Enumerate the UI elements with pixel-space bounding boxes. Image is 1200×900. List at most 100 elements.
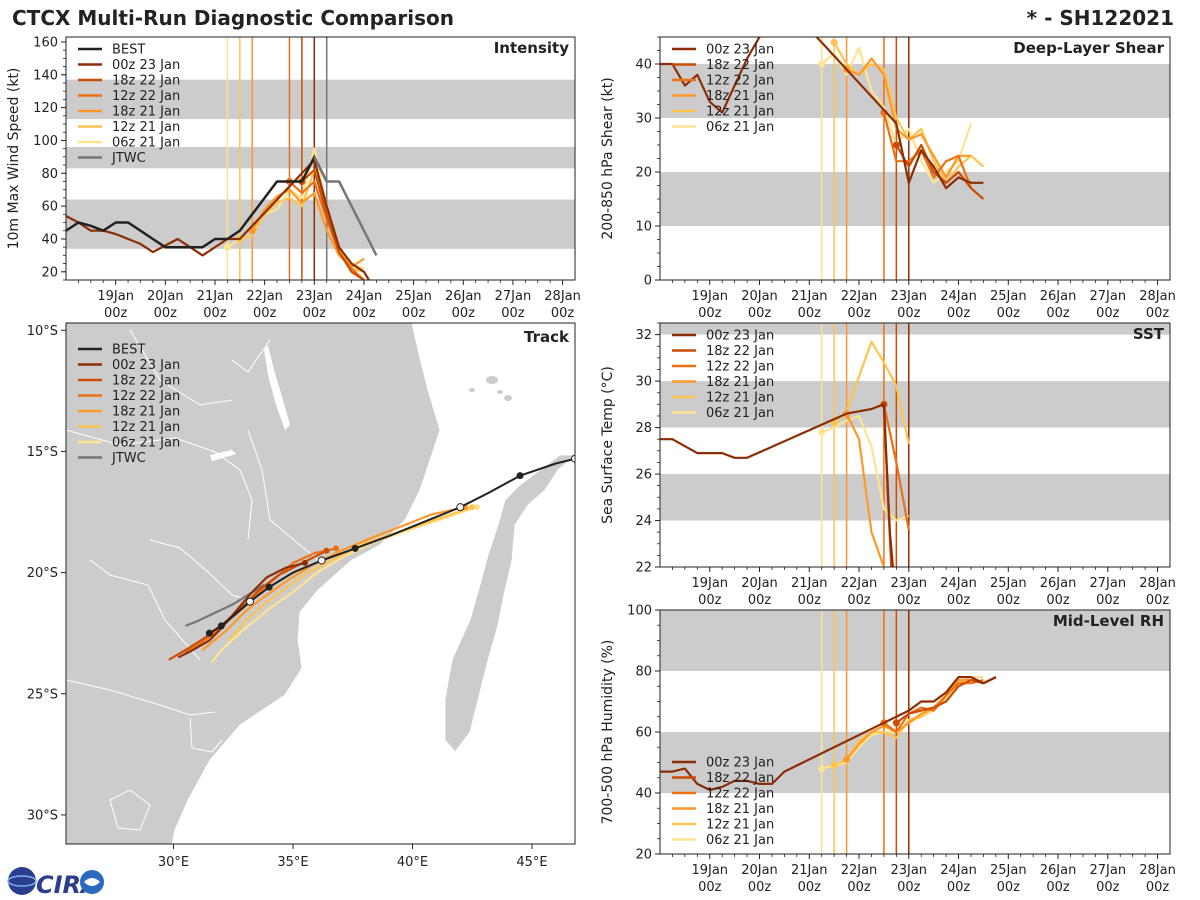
legend-label-06z-21-jan: 06z 21 Jan bbox=[112, 436, 180, 451]
plot-area bbox=[660, 610, 1170, 854]
y-tick-label: 10 bbox=[635, 220, 652, 235]
lat-tick-label: 20°S bbox=[27, 566, 58, 581]
y-axis-label: 10m Max Wind Speed (kt) bbox=[6, 68, 22, 250]
init-point-18z-21-jan bbox=[843, 755, 851, 763]
series-18z-21-jan bbox=[845, 413, 886, 567]
lon-tick-label: 45°E bbox=[516, 855, 547, 870]
lake-kariba bbox=[210, 450, 236, 461]
x-tick-label-date: 22Jan bbox=[841, 576, 878, 591]
track-marker-filled bbox=[351, 544, 359, 552]
panel-title: Intensity bbox=[494, 39, 570, 57]
x-tick-label-hour: 00z bbox=[1096, 306, 1120, 321]
y-tick-label: 60 bbox=[635, 726, 652, 741]
track-marker-open bbox=[571, 454, 575, 463]
init-point-18z-22-jan bbox=[892, 141, 900, 149]
island bbox=[497, 390, 503, 394]
series-18z-22-jan bbox=[301, 168, 365, 280]
x-tick-label-hour: 00z bbox=[997, 880, 1021, 895]
track-start-12z-21-jan bbox=[469, 504, 476, 511]
band bbox=[66, 79, 575, 120]
x-tick-label-date: 19Jan bbox=[691, 289, 728, 304]
legend-label-18z-22-jan: 18z 22 Jan bbox=[112, 74, 180, 89]
x-tick-label-date: 27Jan bbox=[1090, 863, 1127, 878]
country-border bbox=[247, 429, 319, 561]
y-axis-label: 200-850 hPa Shear (kt) bbox=[600, 77, 616, 239]
globe-icon bbox=[8, 867, 36, 895]
shear-panel: 0 10 20 30 40 19Jan 00z 20Jan 00z 21Jan 00z 22Jan 00… bbox=[600, 36, 1176, 321]
x-tick-label-hour: 00z bbox=[253, 306, 277, 321]
x-tick-label-hour: 00z bbox=[947, 593, 971, 608]
series-00z-23-jan bbox=[660, 403, 895, 567]
y-tick-label: 80 bbox=[41, 167, 58, 182]
x-tick-label-date: 20Jan bbox=[147, 289, 184, 304]
y-tick-label: 22 bbox=[635, 561, 652, 576]
init-point-12z-21-jan bbox=[830, 419, 838, 427]
legend-label-best: BEST bbox=[112, 343, 145, 358]
madagascar-land bbox=[444, 454, 575, 753]
legend-label-jtwc: JTWC bbox=[111, 451, 146, 466]
legend-label-18z-22-jan: 18z 22 Jan bbox=[706, 771, 774, 786]
y-tick-label: 40 bbox=[635, 787, 652, 802]
band bbox=[660, 64, 1170, 118]
axes-frame bbox=[659, 322, 1171, 568]
track-12z-21-jan bbox=[227, 506, 473, 642]
legend-label-12z-22-jan: 12z 22 Jan bbox=[112, 89, 180, 104]
x-tick-label-hour: 00z bbox=[303, 306, 327, 321]
legend-label-12z-22-jan: 12z 22 Jan bbox=[706, 787, 774, 802]
lon-tick-label: 35°E bbox=[277, 855, 308, 870]
legend-label-06z-21-jan: 06z 21 Jan bbox=[706, 833, 774, 848]
init-point-12z-21-jan bbox=[830, 38, 838, 46]
y-tick-label: 60 bbox=[41, 200, 58, 215]
track-marker-filled bbox=[265, 583, 273, 591]
x-tick-label-date: 23Jan bbox=[890, 576, 927, 591]
africa-land bbox=[66, 323, 441, 844]
map-area bbox=[66, 323, 575, 844]
x-tick-label-date: 23Jan bbox=[890, 863, 927, 878]
x-tick-label-hour: 00z bbox=[203, 306, 227, 321]
x-tick-label-hour: 00z bbox=[452, 306, 476, 321]
map-frame bbox=[65, 322, 576, 845]
country-border bbox=[231, 339, 271, 373]
legend-label-18z-22-jan: 18z 22 Jan bbox=[706, 344, 774, 359]
x-tick-label-hour: 00z bbox=[698, 880, 722, 895]
x-tick-label-hour: 00z bbox=[897, 593, 921, 608]
y-tick-label: 100 bbox=[627, 604, 652, 619]
lon-tick-label: 40°E bbox=[397, 855, 428, 870]
x-tick-label-date: 23Jan bbox=[296, 289, 333, 304]
legend-label-00z-23-jan: 00z 23 Jan bbox=[706, 756, 774, 771]
x-tick-label-date: 28Jan bbox=[1139, 289, 1176, 304]
island bbox=[504, 395, 512, 401]
init-point-06z-21-jan bbox=[818, 428, 826, 436]
x-tick-label-date: 22Jan bbox=[246, 289, 283, 304]
band bbox=[66, 199, 575, 249]
series-06z-21-jan bbox=[821, 414, 910, 522]
series-best bbox=[66, 155, 328, 249]
x-tick-label-hour: 00z bbox=[104, 306, 128, 321]
x-tick-label-date: 24Jan bbox=[940, 576, 977, 591]
y-tick-label: 0 bbox=[644, 274, 652, 289]
x-tick-label-hour: 00z bbox=[897, 880, 921, 895]
x-tick-label-date: 21Jan bbox=[791, 289, 828, 304]
x-tick-label-hour: 00z bbox=[997, 306, 1021, 321]
lat-tick-label: 15°S bbox=[27, 445, 58, 460]
island bbox=[469, 388, 475, 392]
track-start-06z-21-jan bbox=[474, 504, 481, 511]
x-tick-label-hour: 00z bbox=[947, 306, 971, 321]
country-border bbox=[66, 429, 253, 541]
x-tick-label-date: 25Jan bbox=[395, 289, 432, 304]
x-tick-label-date: 19Jan bbox=[691, 576, 728, 591]
x-tick-label-hour: 00z bbox=[748, 306, 772, 321]
track-start-18z-22-jan bbox=[323, 547, 330, 554]
x-tick-label-date: 26Jan bbox=[445, 289, 482, 304]
y-tick-label: 30 bbox=[635, 375, 652, 390]
y-tick-label: 80 bbox=[635, 665, 652, 680]
legend-label-18z-22-jan: 18z 22 Jan bbox=[112, 374, 180, 389]
legend-label-00z-23-jan: 00z 23 Jan bbox=[706, 43, 774, 58]
x-tick-label-date: 25Jan bbox=[990, 863, 1027, 878]
legend-label-06z-21-jan: 06z 21 Jan bbox=[706, 120, 774, 135]
y-tick-label: 140 bbox=[33, 68, 58, 83]
band bbox=[66, 147, 575, 169]
y-tick-label: 26 bbox=[635, 468, 652, 483]
init-point-12z-21-jan bbox=[830, 762, 838, 770]
